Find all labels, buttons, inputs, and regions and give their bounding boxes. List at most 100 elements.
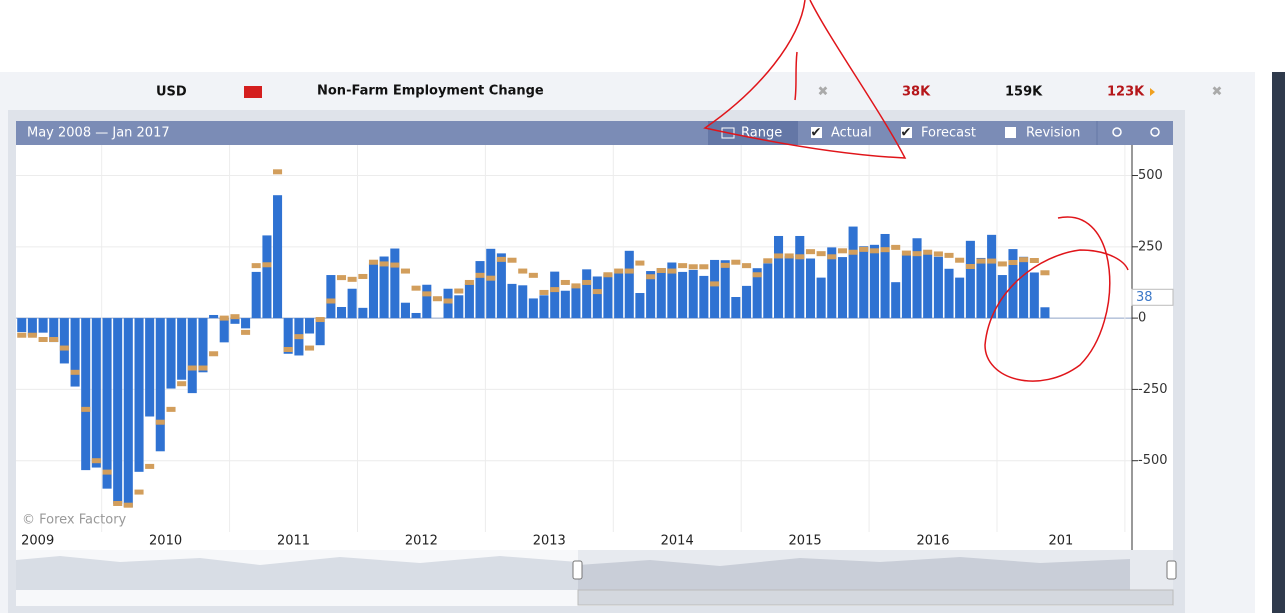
forecast-marker	[486, 275, 496, 281]
forecast-marker	[518, 268, 528, 274]
forecast-marker	[294, 334, 304, 340]
forecast-marker	[379, 261, 389, 267]
forecast-marker	[710, 281, 720, 287]
bar	[400, 302, 410, 319]
forecast-marker	[539, 289, 549, 295]
bar	[816, 277, 826, 319]
forecast-marker	[688, 264, 698, 270]
bar	[230, 318, 240, 324]
bar	[784, 256, 794, 319]
navigator-handle[interactable]	[1166, 560, 1177, 580]
forecast-marker	[646, 274, 656, 280]
bar	[667, 262, 677, 319]
check: ✔	[901, 126, 912, 141]
forecast-marker	[102, 469, 112, 475]
forecast-marker	[571, 283, 581, 289]
bar	[1019, 256, 1029, 319]
close-icon[interactable]: ✖	[818, 85, 829, 100]
bar	[560, 290, 570, 319]
bar	[507, 283, 517, 319]
x-tick-label: 2014	[661, 534, 694, 549]
checkbox[interactable]	[1005, 127, 1016, 138]
bar	[347, 288, 357, 319]
forecast-marker	[464, 279, 474, 285]
forecast-marker	[443, 298, 453, 304]
bar	[901, 254, 911, 319]
bar	[912, 238, 922, 319]
checkbox[interactable]	[901, 127, 912, 138]
forecast-marker	[624, 268, 634, 274]
forecast-marker	[592, 289, 602, 295]
navigator-handle[interactable]	[572, 560, 583, 580]
bar	[422, 284, 432, 319]
range-label[interactable]: Range	[741, 126, 782, 141]
forecast-marker	[241, 329, 251, 335]
bar	[1040, 307, 1050, 319]
bar	[390, 248, 400, 319]
bar	[251, 271, 261, 319]
annotation	[794, 51, 798, 101]
forecast-marker	[262, 262, 272, 268]
forecast-marker	[400, 268, 410, 274]
bar	[987, 234, 997, 319]
bar	[177, 318, 187, 380]
forecast-marker	[358, 273, 368, 279]
forecast-marker	[49, 337, 59, 342]
forecast-marker	[667, 268, 677, 274]
forecast-marker	[614, 268, 624, 274]
event-name[interactable]: Non-Farm Employment Change	[317, 84, 544, 99]
forecast-marker	[742, 263, 752, 269]
forecast-marker	[230, 314, 240, 320]
forecast-marker	[965, 263, 975, 269]
x-tick-label: 2016	[916, 534, 949, 549]
forecast-marker	[1008, 260, 1018, 265]
range-button[interactable]	[708, 121, 798, 145]
close-icon[interactable]: ✖	[1212, 85, 1223, 100]
legend-forecast[interactable]: Forecast	[921, 126, 976, 141]
plot: 500 250 0 -250 -500 2009 2010 2011 2012 2013 2014 2…	[16, 145, 1174, 550]
forecast-marker	[59, 345, 69, 351]
x-tick-label: 2010	[149, 534, 182, 549]
forecast-marker	[752, 272, 762, 278]
forecast-marker	[1040, 270, 1050, 276]
forecast-marker	[912, 251, 922, 257]
bar	[944, 268, 954, 319]
bar	[91, 318, 101, 468]
forecast-marker	[134, 489, 144, 495]
forecast-marker	[177, 381, 187, 387]
navigator-area	[16, 556, 578, 590]
bar	[848, 226, 858, 319]
bar	[933, 256, 943, 319]
bar	[134, 318, 144, 472]
bar	[358, 307, 368, 319]
forecast-marker	[997, 261, 1007, 267]
bar	[166, 318, 176, 389]
calendar-icon	[721, 127, 735, 139]
zoom-in[interactable]	[1112, 127, 1122, 137]
forecast-value: 159K	[1005, 85, 1043, 100]
bar	[219, 318, 229, 343]
bar	[742, 285, 752, 319]
forecast-marker	[603, 272, 613, 278]
forecast-marker	[923, 249, 933, 255]
checkbox[interactable]	[811, 127, 822, 138]
gap	[1255, 72, 1267, 613]
bar	[102, 318, 112, 489]
x-axis-bg	[16, 532, 1132, 550]
sidebar	[1272, 72, 1285, 613]
revision-label[interactable]: Revision	[1026, 126, 1080, 141]
navigator-area	[578, 557, 1130, 590]
bar	[17, 318, 27, 333]
forecast-marker	[528, 272, 538, 278]
bar	[123, 318, 133, 508]
bar	[70, 318, 80, 387]
zoom-out[interactable]	[1150, 127, 1160, 137]
bar	[955, 277, 965, 319]
bar	[624, 250, 634, 319]
legend-actual[interactable]: Actual	[831, 126, 872, 141]
forecast-marker	[933, 251, 943, 257]
forecast-marker	[187, 365, 197, 371]
scrollbar[interactable]	[577, 589, 1174, 606]
